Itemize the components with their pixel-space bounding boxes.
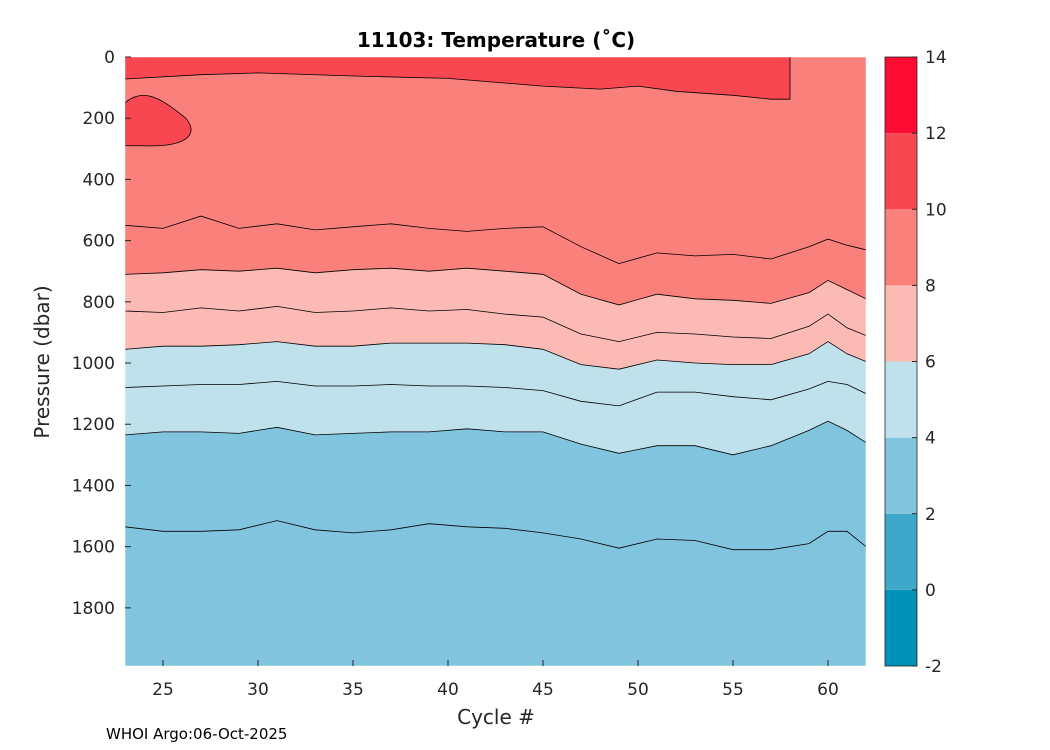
y-axis-label: Pressure (dbar) — [30, 285, 54, 438]
y-tick-label: 1600 — [72, 538, 115, 558]
x-tick-label: 60 — [817, 680, 839, 700]
contour-line-10 — [125, 57, 791, 100]
colorbar-segment — [885, 285, 917, 362]
y-tick-label: 400 — [83, 170, 115, 190]
y-tick-label: 1000 — [72, 354, 115, 374]
colorbar-tick-label: -2 — [925, 657, 942, 677]
colorbar-tick-label: 6 — [925, 353, 936, 373]
colorbar-segment — [885, 133, 917, 210]
y-axis-ticks: 0 200 400 600 800 1000 1200 1400 1600 1800 — [72, 48, 131, 619]
y-tick-label: 800 — [83, 293, 115, 313]
colorbar-segment — [885, 361, 917, 438]
x-tick-label: 50 — [627, 680, 649, 700]
colorbar-segment — [885, 437, 917, 514]
contour-line-2-6 — [125, 420, 866, 456]
contour-line-4-4 — [125, 341, 866, 370]
footer-credit: WHOI Argo:06-Oct-2025 — [106, 725, 288, 743]
contour-fill-layer — [125, 57, 866, 666]
colorbar-tick-label: 2 — [925, 505, 936, 525]
x-tick-label: 55 — [722, 680, 744, 700]
y-tick-label: 0 — [104, 48, 115, 68]
colorbar-segment — [885, 57, 917, 134]
contour-line-8-1 — [125, 215, 866, 265]
x-tick-label: 45 — [532, 680, 554, 700]
x-tick-label: 25 — [152, 680, 174, 700]
y-tick-label: 600 — [83, 232, 115, 252]
x-tick-label: 40 — [437, 680, 459, 700]
colorbar-tick-label: 0 — [925, 581, 936, 601]
colorbar-segment — [885, 589, 917, 666]
x-axis-ticks: 25 30 35 40 45 50 55 60 — [152, 660, 839, 700]
colorbar — [884, 56, 918, 667]
contour-line-6-3 — [125, 305, 866, 343]
colorbar-tick-label: 14 — [925, 48, 947, 68]
band-10-12 — [125, 57, 790, 100]
colorbar-tick-label: 12 — [925, 124, 947, 144]
contour-line-layer — [125, 57, 866, 551]
contour-line-4-5 — [125, 380, 866, 407]
contour-line-6-2 — [125, 267, 866, 306]
plot-area-frame — [124, 56, 867, 667]
colorbar-segment — [885, 209, 917, 286]
y-tick-label: 200 — [83, 109, 115, 129]
colorbar-tick-label: 4 — [925, 429, 936, 449]
y-tick-label: 1400 — [72, 476, 115, 496]
y-tick-label: 1800 — [72, 599, 115, 619]
warm-patch-10-12 — [125, 94, 192, 147]
chart-title: 11103: Temperature (˚C) — [357, 28, 635, 52]
y-tick-label: 1200 — [72, 415, 115, 435]
colorbar-tick-label: 10 — [925, 200, 947, 220]
colorbar-tick-label: 8 — [925, 276, 936, 296]
x-tick-label: 35 — [342, 680, 364, 700]
x-tick-label: 30 — [247, 680, 269, 700]
colorbar-segment — [885, 513, 917, 590]
band-2-4-inner — [125, 520, 866, 666]
x-axis-label: Cycle # — [457, 705, 535, 729]
contour-line-2-7 — [125, 520, 866, 551]
colorbar-tick-labels: -2 0 2 4 6 8 10 12 14 — [912, 48, 947, 677]
